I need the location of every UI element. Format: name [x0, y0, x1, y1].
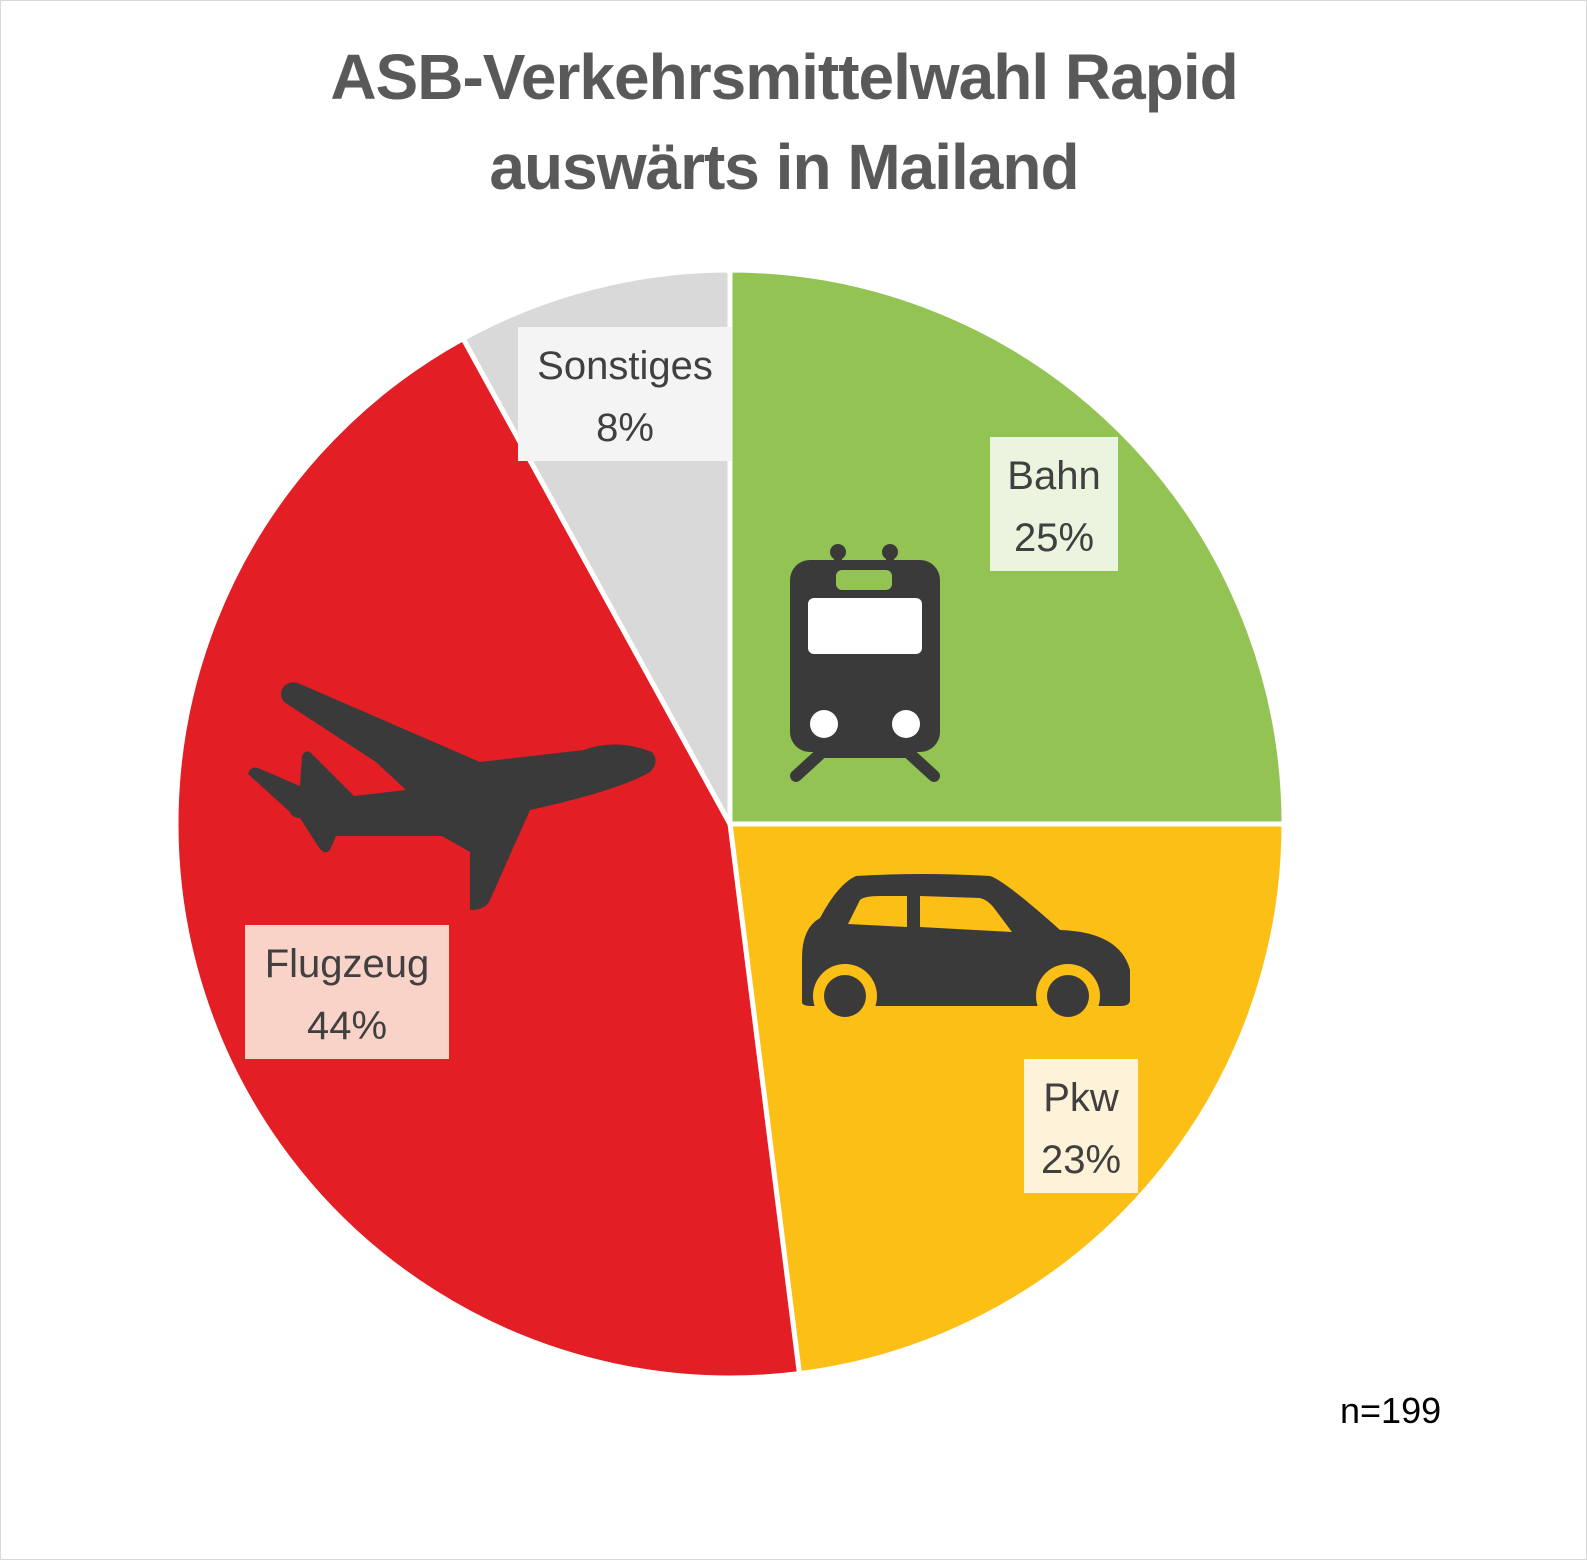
chart-title-line-1: ASB-Verkehrsmittelwahl Rapid	[330, 41, 1238, 113]
data-label-box-sonstiges	[518, 327, 732, 461]
data-label-pkw: Pkw 23%	[1024, 1059, 1138, 1193]
data-label-category-flugzeug: Flugzeug	[265, 942, 430, 986]
airplane-icon	[248, 682, 656, 910]
slice-labels: Bahn 25% Pkw 23% Flugzeug 44% Sonstiges 8%	[245, 327, 1138, 1193]
data-label-value-flugzeug: 44%	[307, 1004, 387, 1048]
data-label-flugzeug: Flugzeug 44%	[245, 925, 449, 1059]
car-icon	[802, 874, 1130, 1028]
data-label-value-sonstiges: 8%	[596, 406, 654, 450]
data-label-box-bahn	[990, 437, 1118, 571]
data-label-box-pkw	[1024, 1059, 1138, 1193]
sample-size-note: n=199	[1340, 1390, 1442, 1431]
data-label-category-bahn: Bahn	[1007, 454, 1100, 498]
train-icon	[790, 544, 940, 782]
data-label-value-pkw: 23%	[1041, 1138, 1121, 1182]
data-label-category-pkw: Pkw	[1043, 1076, 1119, 1120]
chart-title-line-2: auswärts in Mailand	[489, 131, 1079, 203]
data-label-sonstiges: Sonstiges 8%	[518, 327, 732, 461]
data-label-value-bahn: 25%	[1014, 516, 1094, 560]
data-label-bahn: Bahn 25%	[990, 437, 1118, 571]
data-label-category-sonstiges: Sonstiges	[537, 344, 713, 388]
data-label-box-flugzeug	[245, 925, 449, 1059]
